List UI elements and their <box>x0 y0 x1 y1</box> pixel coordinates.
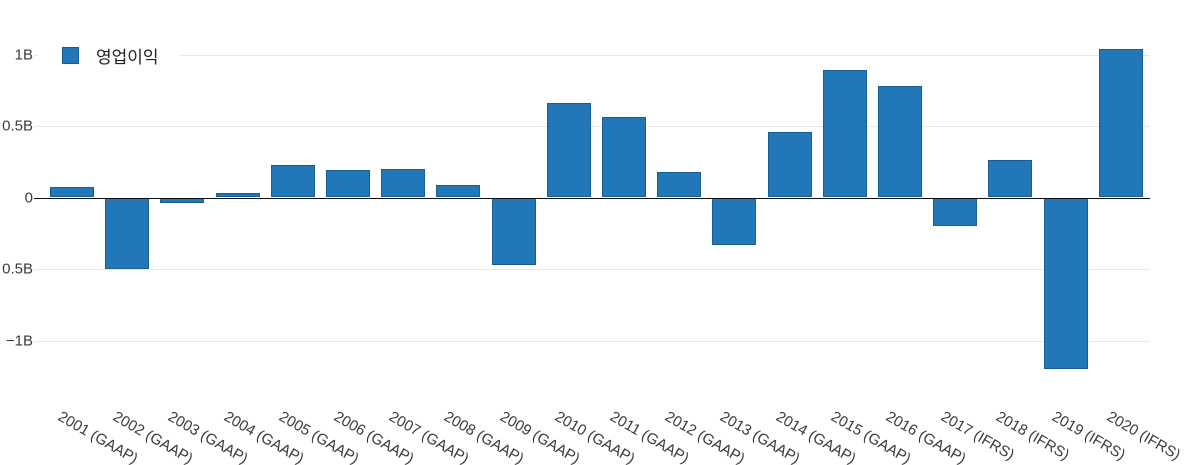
bar[interactable] <box>215 193 260 198</box>
bar[interactable] <box>602 117 646 198</box>
bar[interactable] <box>878 85 922 198</box>
zero-axis-line <box>34 197 1150 199</box>
bar[interactable] <box>436 184 481 198</box>
legend-series-swatch-icon <box>62 47 79 64</box>
y-tick-label: 1B <box>14 46 33 63</box>
gridline <box>34 340 1150 342</box>
bar[interactable] <box>988 160 1033 198</box>
bar[interactable] <box>767 131 812 198</box>
gridline <box>34 54 1150 56</box>
bar[interactable] <box>105 197 150 269</box>
bar[interactable] <box>822 70 867 198</box>
bar[interactable] <box>712 197 757 245</box>
legend-series-label: 영업이익 <box>96 48 159 67</box>
bar[interactable] <box>491 197 536 265</box>
bar[interactable] <box>326 170 370 198</box>
y-tick-label: 0 <box>24 189 33 206</box>
bar[interactable] <box>1043 197 1088 370</box>
bar[interactable] <box>657 171 702 198</box>
y-tick-label: 0.5B <box>2 260 33 278</box>
bar[interactable] <box>381 168 426 198</box>
gridline <box>34 269 1150 270</box>
bar[interactable] <box>270 164 315 198</box>
bar[interactable] <box>933 197 978 227</box>
gridline <box>34 126 1150 127</box>
bar[interactable] <box>50 187 94 198</box>
bar[interactable] <box>1098 48 1143 198</box>
bar[interactable] <box>546 103 591 198</box>
y-tick-label: 0.5B <box>2 117 33 135</box>
legend[interactable]: 영업이익 <box>38 34 179 77</box>
y-tick-label: −1B <box>5 332 33 349</box>
